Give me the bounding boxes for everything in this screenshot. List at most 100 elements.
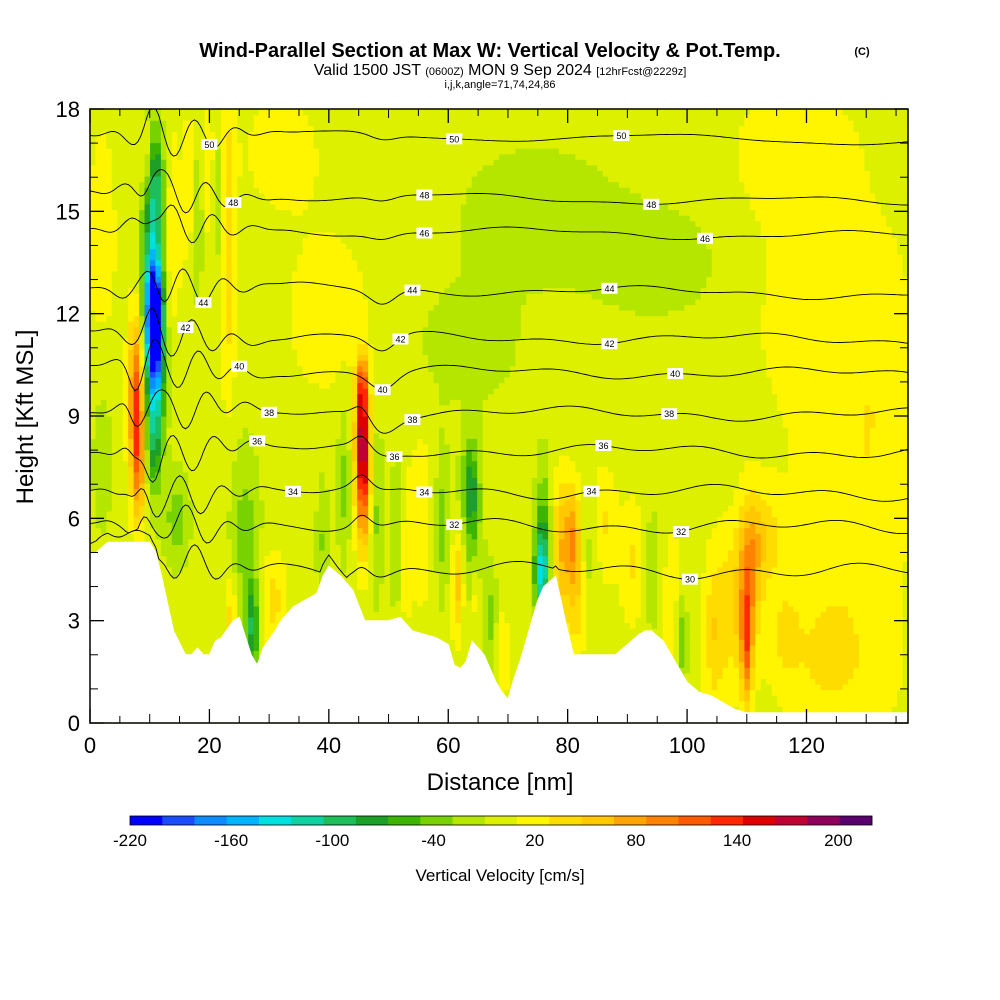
velocity-cell xyxy=(368,577,375,585)
velocity-cell xyxy=(782,639,789,646)
velocity-cell xyxy=(602,549,609,557)
velocity-cell xyxy=(886,611,893,618)
velocity-cell xyxy=(433,544,440,551)
velocity-cell xyxy=(815,561,822,568)
velocity-cell xyxy=(744,594,751,601)
velocity-cell xyxy=(575,650,582,657)
velocity-cell xyxy=(722,683,729,691)
velocity-cell xyxy=(651,555,658,562)
velocity-cell xyxy=(351,538,358,545)
velocity-cell xyxy=(597,605,604,612)
velocity-cell xyxy=(875,589,882,596)
velocity-cell xyxy=(755,544,762,551)
velocity-cell xyxy=(793,700,800,707)
velocity-cell xyxy=(166,583,173,590)
velocity-cell xyxy=(798,661,805,668)
velocity-cell xyxy=(220,538,227,545)
velocity-cell xyxy=(842,661,849,668)
velocity-cell xyxy=(662,561,669,568)
velocity-cell xyxy=(744,605,751,612)
velocity-cell xyxy=(700,678,707,685)
velocity-cell xyxy=(891,589,898,596)
velocity-cell xyxy=(777,549,784,557)
velocity-cell xyxy=(809,589,816,596)
velocity-cell xyxy=(848,644,855,652)
velocity-cell xyxy=(384,549,391,557)
velocity-cell xyxy=(771,672,778,679)
velocity-cell xyxy=(520,589,527,596)
velocity-cell xyxy=(177,605,184,612)
velocity-cell xyxy=(798,683,805,691)
velocity-cell xyxy=(738,628,745,635)
velocity-cell xyxy=(188,589,195,596)
velocity-cell xyxy=(657,561,664,568)
velocity-cell xyxy=(411,594,418,601)
velocity-cell xyxy=(586,577,593,585)
velocity-cell xyxy=(815,683,822,691)
velocity-cell xyxy=(264,583,271,590)
velocity-cell xyxy=(460,555,467,562)
velocity-cell xyxy=(733,633,740,640)
velocity-cell xyxy=(826,589,833,596)
velocity-cell xyxy=(504,678,511,685)
velocity-cell xyxy=(389,605,396,612)
velocity-cell xyxy=(798,583,805,590)
velocity-cell xyxy=(788,678,795,685)
velocity-cell xyxy=(499,561,506,568)
velocity-cell xyxy=(362,600,369,607)
velocity-cell xyxy=(837,544,844,551)
velocity-cell xyxy=(875,561,882,568)
velocity-cell xyxy=(793,589,800,596)
velocity-cell xyxy=(695,572,702,579)
velocity-cell xyxy=(668,650,675,657)
velocity-cell xyxy=(242,533,249,540)
velocity-cell xyxy=(798,616,805,624)
velocity-cell xyxy=(160,533,167,540)
velocity-cell xyxy=(515,616,522,624)
velocity-cell xyxy=(313,577,320,585)
velocity-cell xyxy=(504,561,511,568)
velocity-cell xyxy=(215,633,222,640)
velocity-cell xyxy=(193,639,200,646)
velocity-cell xyxy=(629,561,636,568)
velocity-cell xyxy=(722,600,729,607)
velocity-cell xyxy=(722,656,729,663)
velocity-cell xyxy=(515,656,522,663)
velocity-cell xyxy=(700,616,707,624)
velocity-cell xyxy=(586,555,593,562)
velocity-cell xyxy=(809,706,816,713)
velocity-cell xyxy=(586,600,593,607)
velocity-cell xyxy=(831,678,838,685)
velocity-cell xyxy=(766,577,773,585)
velocity-cell xyxy=(569,611,576,618)
velocity-cell xyxy=(488,555,495,562)
velocity-cell xyxy=(275,538,282,545)
velocity-cell xyxy=(891,538,898,545)
velocity-cell xyxy=(231,611,238,618)
velocity-cell xyxy=(395,594,402,601)
velocity-cell xyxy=(651,544,658,551)
velocity-cell xyxy=(875,678,882,685)
velocity-cell xyxy=(711,577,718,585)
velocity-cell xyxy=(297,555,304,562)
velocity-cell xyxy=(744,661,751,668)
velocity-cell xyxy=(728,538,735,545)
velocity-cell xyxy=(809,628,816,635)
velocity-cell xyxy=(755,622,762,629)
velocity-cell xyxy=(466,628,473,635)
velocity-cell xyxy=(831,639,838,646)
velocity-cell xyxy=(264,538,271,545)
velocity-cell xyxy=(477,639,484,646)
velocity-cell xyxy=(215,616,222,624)
velocity-cell xyxy=(782,683,789,691)
velocity-cell xyxy=(602,538,609,545)
velocity-cell xyxy=(248,544,255,551)
velocity-cell xyxy=(820,672,827,679)
velocity-cell xyxy=(193,572,200,579)
velocity-cell xyxy=(580,538,587,545)
velocity-cell xyxy=(509,566,516,573)
velocity-cell xyxy=(673,583,680,590)
velocity-cell xyxy=(613,561,620,568)
velocity-cell xyxy=(629,622,636,629)
velocity-cell xyxy=(379,572,386,579)
